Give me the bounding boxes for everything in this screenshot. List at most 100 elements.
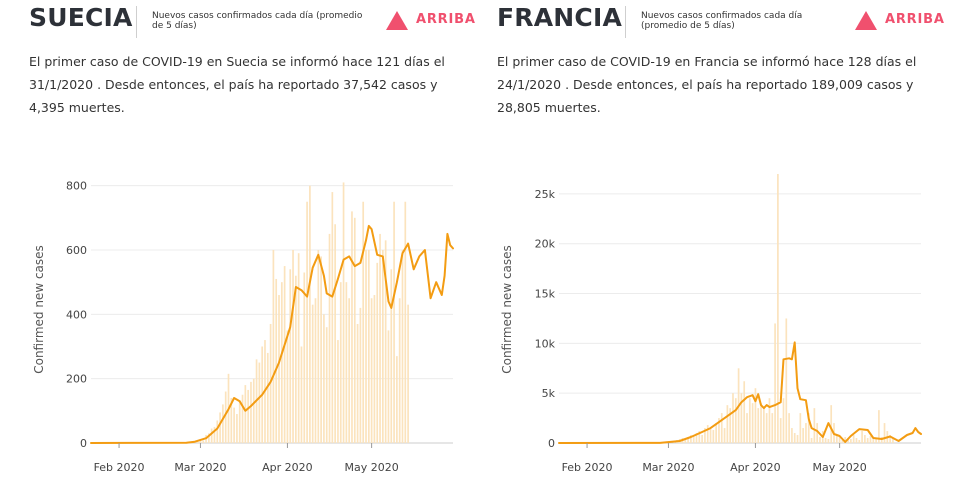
- daily-bar: [850, 439, 852, 443]
- y-tick-label: 800: [66, 180, 87, 193]
- daily-bar: [365, 249, 367, 443]
- daily-bar: [362, 201, 365, 443]
- daily-bar: [306, 201, 308, 443]
- daily-bar: [379, 233, 381, 443]
- daily-bar: [748, 398, 751, 443]
- daily-bar: [292, 249, 294, 443]
- daily-bar: [224, 391, 227, 443]
- y-tick-label: 25k: [535, 188, 556, 201]
- daily-bar: [337, 340, 339, 443]
- country-title: SUECIA: [29, 3, 133, 32]
- daily-bar: [367, 249, 370, 443]
- daily-bar: [266, 352, 269, 443]
- country-panel-francia: FRANCIA Nuevos casos confirmados cada dí…: [497, 0, 967, 480]
- x-tick-label: Feb 2020: [562, 461, 613, 474]
- daily-bar: [838, 436, 841, 443]
- daily-bar: [690, 435, 692, 443]
- daily-bar: [393, 201, 395, 443]
- cases-chart: 0 200 400 600 800 Feb 2020 Mar 2020 Apr 2020 May…: [32, 180, 454, 474]
- daily-bar: [351, 211, 353, 443]
- daily-bar: [883, 423, 886, 443]
- daily-bar: [819, 437, 821, 443]
- daily-bar: [791, 428, 793, 443]
- summary-text: El primer caso de COVID-19 en Francia se…: [497, 54, 917, 115]
- daily-bar: [295, 275, 297, 443]
- y-tick-label: 600: [66, 244, 87, 257]
- daily-bar: [317, 249, 320, 443]
- daily-bar: [252, 378, 255, 443]
- daily-bar: [236, 414, 238, 443]
- daily-bar: [880, 437, 883, 443]
- up-triangle-icon: [386, 11, 408, 30]
- daily-bar: [866, 438, 869, 443]
- country-title: FRANCIA: [497, 3, 622, 32]
- daily-bar: [373, 295, 376, 443]
- daily-bar: [238, 401, 241, 443]
- daily-bar: [222, 404, 224, 443]
- daily-bar: [807, 413, 810, 443]
- daily-bar: [763, 408, 765, 443]
- daily-bar: [325, 327, 328, 443]
- header-divider: [136, 6, 137, 38]
- daily-bar: [280, 282, 283, 443]
- daily-bar: [720, 413, 723, 443]
- daily-bar: [709, 429, 712, 443]
- daily-bar: [760, 403, 762, 443]
- daily-bar: [258, 362, 261, 443]
- daily-bar: [309, 185, 311, 443]
- daily-bar: [404, 201, 407, 443]
- country-panel-suecia: SUECIA Nuevos casos confirmados cada día…: [29, 0, 499, 480]
- daily-bar: [754, 388, 757, 443]
- header-divider: [625, 6, 626, 38]
- average-line: [90, 224, 454, 444]
- daily-bar: [278, 295, 280, 443]
- daily-bar: [712, 430, 715, 443]
- chart-subtitle: Nuevos casos confirmados cada día (prome…: [152, 11, 363, 31]
- daily-bar: [872, 437, 875, 443]
- daily-bar: [213, 426, 216, 443]
- daily-bar: [810, 438, 813, 443]
- daily-bar: [830, 405, 833, 443]
- x-tick-label: Apr 2020: [262, 461, 313, 474]
- daily-bar: [272, 249, 275, 443]
- y-tick-label: 0: [80, 437, 87, 450]
- daily-bar: [384, 240, 387, 443]
- daily-bar: [342, 182, 345, 444]
- daily-bar: [852, 435, 855, 443]
- daily-bar: [356, 323, 359, 443]
- daily-bar: [353, 217, 356, 443]
- daily-bar: [230, 397, 233, 443]
- y-tick-label: 10k: [535, 337, 556, 350]
- daily-bar: [401, 249, 404, 443]
- daily-bar: [241, 394, 244, 443]
- x-tick-label: Mar 2020: [642, 461, 694, 474]
- y-tick-label: 20k: [535, 238, 556, 251]
- daily-bar: [199, 439, 202, 443]
- daily-bar: [706, 425, 709, 443]
- daily-bar: [210, 428, 213, 443]
- daily-bar: [390, 269, 393, 443]
- daily-bar: [889, 435, 891, 443]
- daily-bar: [869, 436, 872, 443]
- daily-bar: [370, 298, 373, 443]
- daily-bar: [855, 438, 858, 443]
- daily-bar: [864, 435, 866, 443]
- daily-bar: [328, 233, 331, 443]
- daily-bar: [743, 381, 746, 443]
- daily-bar: [320, 256, 322, 443]
- daily-bar: [861, 431, 863, 443]
- daily-bar: [844, 437, 847, 443]
- y-axis-label: Confirmed new cases: [500, 245, 514, 374]
- daily-bar: [208, 433, 210, 443]
- x-tick-label: Feb 2020: [94, 461, 145, 474]
- daily-bar: [878, 410, 880, 443]
- daily-bar: [777, 174, 779, 444]
- daily-bar: [323, 314, 325, 443]
- daily-bar: [771, 413, 774, 443]
- daily-bar: [334, 224, 336, 443]
- daily-bar: [407, 304, 409, 443]
- daily-bar: [303, 272, 306, 443]
- y-tick-label: 200: [66, 373, 87, 386]
- y-tick-label: 5k: [542, 387, 556, 400]
- y-tick-label: 0: [548, 437, 555, 450]
